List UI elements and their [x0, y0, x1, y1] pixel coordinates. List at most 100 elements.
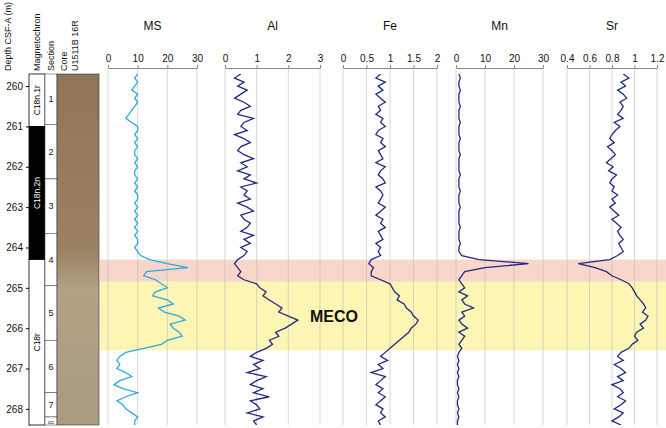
tick-mark	[635, 65, 636, 68]
tick-label: 2	[435, 53, 441, 64]
axis-line	[568, 68, 658, 69]
axis-line	[344, 68, 438, 69]
tick: 2	[435, 53, 441, 68]
column-title: Section	[46, 41, 56, 71]
grid-line	[256, 68, 257, 425]
tick-mark	[138, 65, 139, 68]
grid-line	[413, 68, 414, 425]
highlight-bands	[100, 260, 666, 351]
axis-line	[109, 68, 198, 69]
axis-line	[226, 68, 321, 69]
grid-line	[485, 68, 486, 425]
tick-label: 0.4	[561, 53, 575, 64]
x-axis: 00.511.52	[341, 53, 441, 69]
tick: 30	[192, 53, 204, 68]
grid-line	[456, 68, 457, 425]
grid-line	[437, 68, 438, 425]
tick-label: 263	[6, 202, 23, 213]
tick-label: 268	[6, 404, 23, 415]
track-plot	[235, 74, 298, 425]
section-label: 4	[48, 255, 53, 265]
tick-mark	[26, 167, 29, 168]
tick-label: 10	[133, 53, 145, 64]
grid-line	[657, 68, 658, 425]
log-line	[235, 74, 298, 425]
grid-line	[634, 68, 635, 425]
tick-mark	[437, 65, 438, 68]
tick-label: 30	[192, 53, 204, 64]
grid-line	[366, 68, 367, 425]
tick-mark	[26, 328, 29, 329]
tick-label: 1	[632, 53, 638, 64]
tick-mark	[612, 65, 613, 68]
grid-line	[343, 68, 344, 425]
track-plot	[369, 74, 418, 425]
grid	[343, 68, 437, 425]
tick-mark	[108, 65, 109, 68]
tick: 0.4	[561, 53, 575, 68]
log-line	[114, 74, 188, 425]
tick: 10	[480, 53, 492, 68]
tick-mark	[567, 65, 568, 68]
section-label: cc	[48, 419, 54, 425]
axis-line	[457, 68, 544, 69]
tick-mark	[414, 65, 415, 68]
grid-line	[108, 68, 109, 425]
grid-line	[288, 68, 289, 425]
tick-label: 267	[6, 363, 23, 374]
grid-line	[137, 68, 138, 425]
tick: 265	[6, 283, 29, 294]
grid-line	[167, 68, 168, 425]
tick: 10	[133, 53, 145, 68]
section	[45, 233, 57, 285]
grid	[108, 68, 197, 425]
log-line	[369, 74, 418, 425]
tick-label: 266	[6, 323, 23, 334]
tick: 268	[6, 404, 29, 415]
tick: 262	[6, 161, 29, 172]
tick: 1.5	[407, 53, 421, 68]
log-line	[457, 74, 528, 425]
x-axis: 0 10 20 30	[106, 53, 204, 69]
tick-mark	[167, 65, 168, 68]
tick-label: 0.6	[583, 53, 597, 64]
tick: 0	[341, 53, 347, 68]
tick: 261	[6, 121, 29, 132]
chart: 260261262263264265266267268Depth CSF-A (…	[0, 0, 666, 428]
tick: 264	[6, 242, 29, 253]
tick: 1	[254, 53, 260, 68]
section-label: 1	[48, 94, 53, 104]
grid-line	[589, 68, 590, 425]
tick-mark	[590, 65, 591, 68]
grid-line	[390, 68, 391, 425]
tick-mark	[657, 65, 658, 68]
section	[45, 124, 57, 178]
tick: 0.5	[360, 53, 374, 68]
tick-mark	[26, 288, 29, 289]
tick: 20	[162, 53, 174, 68]
tick-label: 1.5	[407, 53, 421, 64]
grid-line	[320, 68, 321, 425]
tick-label: 1.2	[651, 53, 665, 64]
tick: 0	[106, 53, 112, 68]
tick-mark	[26, 126, 29, 127]
section	[45, 417, 57, 425]
tick-label: 0.5	[360, 53, 374, 64]
grid	[567, 68, 657, 425]
tick-mark	[197, 65, 198, 68]
tick-mark	[543, 65, 544, 68]
tick-mark	[367, 65, 368, 68]
track-title: Mn	[491, 19, 508, 33]
magnetochron	[29, 260, 45, 425]
tick-mark	[514, 65, 515, 68]
tick-label: 264	[6, 242, 23, 253]
magnetochron	[29, 126, 45, 259]
x-axis: 0102030	[454, 53, 550, 69]
section-label: 7	[48, 400, 53, 410]
tick-mark	[257, 65, 258, 68]
grid-line	[225, 68, 226, 425]
tick-label: 3	[318, 53, 324, 64]
tick-label: 20	[509, 53, 521, 64]
tick-mark	[26, 369, 29, 370]
magnetochron-column: C18n.1rC18n.2nC18r	[29, 74, 45, 425]
